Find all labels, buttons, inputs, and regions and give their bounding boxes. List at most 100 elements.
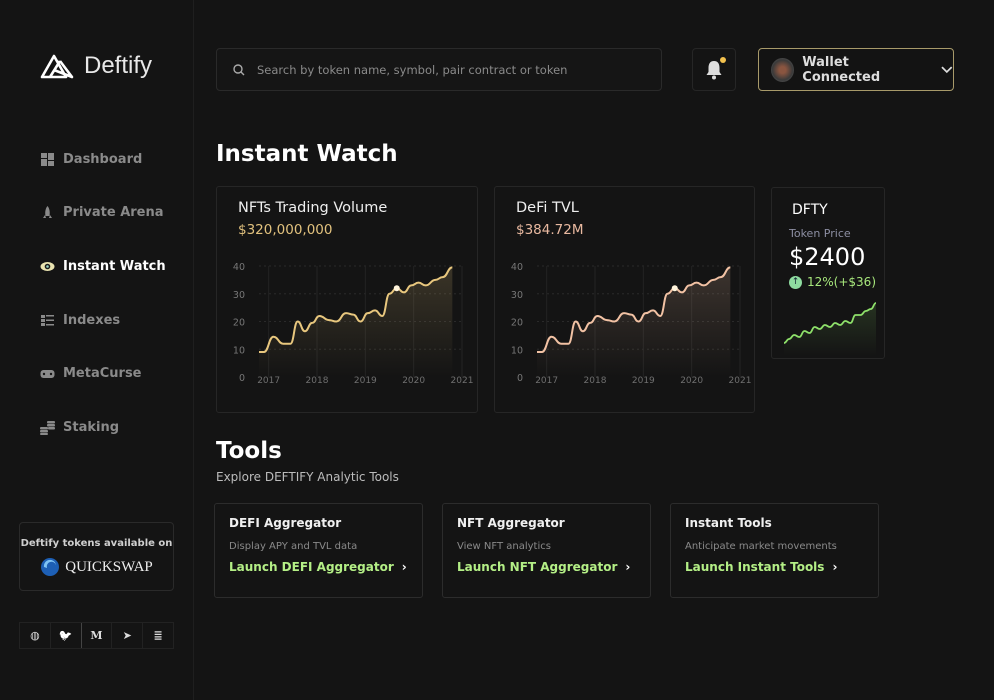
search-input[interactable]	[257, 62, 637, 77]
gamepad-icon	[40, 370, 55, 379]
x-tick-label: 2019	[632, 376, 655, 386]
sidebar-item-label: Dashboard	[63, 151, 143, 167]
tool-title: NFT Aggregator	[457, 516, 565, 530]
x-tick-label: 2017	[535, 376, 558, 386]
sidebar-item-label: MetaCurse	[63, 366, 142, 382]
area-fill	[259, 267, 453, 377]
chevron-right-icon: ›	[832, 560, 838, 574]
tool-title: Instant Tools	[685, 516, 772, 530]
y-tick-label: 0	[517, 373, 523, 384]
token-price-label: Token Price	[789, 227, 851, 240]
telegram-icon[interactable]: ➤	[112, 623, 144, 648]
y-tick-label: 20	[233, 318, 245, 329]
tool-title: DEFI Aggregator	[229, 516, 342, 530]
deftify-logo-icon	[40, 54, 74, 79]
wallet-label: Wallet Connected	[802, 54, 881, 85]
x-tick-label: 2017	[257, 376, 280, 386]
promo-text: Deftify tokens available on	[20, 538, 173, 549]
avatar	[771, 57, 795, 82]
x-tick-label: 2020	[680, 376, 703, 386]
sidebar-item-label: Indexes	[63, 312, 121, 328]
card-value: $320,000,000	[238, 222, 333, 238]
sidebar-item-label: Instant Watch	[63, 258, 166, 274]
tool-desc: Anticipate market movements	[685, 541, 837, 552]
nft-volume-card: NFTs Trading Volume $320,000,000 0 10 20 30…	[216, 186, 478, 413]
y-tick-label: 30	[233, 290, 245, 301]
sparkline-line	[783, 302, 877, 344]
tool-desc: Display APY and TVL data	[229, 541, 358, 552]
medium-icon[interactable]: M	[82, 623, 113, 648]
sidebar-item-instant-watch[interactable]: Instant Watch	[40, 257, 166, 275]
grid-icon	[41, 152, 54, 166]
y-tick-label: 40	[511, 262, 523, 273]
notification-dot	[720, 57, 726, 63]
brand-name: Deftify	[84, 52, 153, 79]
defi-tvl-card: DeFi TVL $384.72M 0 10 20 30 40 2017 2018 2019 2…	[494, 186, 755, 413]
series-line	[259, 266, 453, 354]
sidebar: Deftify Dashboard Private Arena Instant …	[0, 0, 194, 700]
search-bar[interactable]	[216, 48, 662, 91]
rocket-icon	[43, 206, 52, 219]
x-tick-label: 2020	[402, 376, 425, 386]
x-tick-label: 2021	[729, 376, 752, 386]
dfty-sparkline	[783, 302, 877, 356]
eye-icon	[40, 261, 55, 271]
y-tick-label: 0	[239, 373, 245, 384]
y-tick-label: 10	[511, 345, 523, 356]
card-title: NFTs Trading Volume	[238, 200, 388, 216]
card-value: $384.72M	[516, 222, 584, 238]
launch-instant-tools-link[interactable]: Launch Instant Tools ›	[685, 560, 864, 574]
chevron-right-icon: ›	[401, 560, 407, 574]
card-title: DeFi TVL	[516, 200, 579, 216]
tool-card-defi-aggregator: DEFI Aggregator Display APY and TVL data…	[214, 503, 423, 598]
sidebar-item-metacurse[interactable]: MetaCurse	[40, 365, 166, 383]
page-title: Instant Watch	[216, 141, 398, 167]
tool-card-nft-aggregator: NFT Aggregator View NFT analytics Launch…	[442, 503, 651, 598]
token-price: $2400	[789, 243, 866, 271]
docs-icon[interactable]: ≣	[153, 629, 163, 642]
sidebar-item-label: Staking	[63, 419, 120, 435]
area-fill	[537, 267, 731, 377]
sidebar-item-dashboard[interactable]: Dashboard	[40, 150, 166, 168]
y-tick-label: 10	[233, 345, 245, 356]
launch-nft-aggregator-link[interactable]: Launch NFT Aggregator ›	[457, 560, 636, 574]
sidebar-item-indexes[interactable]: Indexes	[40, 311, 166, 329]
dfty-price-card: DFTY Token Price $2400 ↑ 12%(+$36)	[771, 187, 885, 359]
globe-icon[interactable]: ◍	[20, 623, 51, 648]
x-tick-label: 2019	[354, 376, 377, 386]
list-icon	[41, 314, 54, 326]
area-fill	[784, 303, 876, 356]
arrow-up-icon: ↑	[789, 275, 802, 289]
chevron-down-icon	[941, 65, 953, 73]
nft-volume-chart: 0 10 20 30 40 2017 2018 2019 2020 2021	[233, 262, 474, 386]
x-tick-label: 2018	[584, 376, 607, 386]
search-icon	[233, 63, 245, 75]
link-label: Launch NFT Aggregator	[457, 560, 618, 574]
highlight-point	[671, 285, 678, 292]
tool-desc: View NFT analytics	[457, 541, 551, 552]
link-label: Launch DEFI Aggregator	[229, 560, 394, 574]
y-tick-label: 30	[511, 290, 523, 301]
sidebar-item-label: Private Arena	[63, 205, 164, 221]
tools-subtitle: Explore DEFTIFY Analytic Tools	[216, 470, 399, 484]
y-tick-label: 40	[233, 262, 245, 273]
twitter-icon[interactable]: 🐦	[51, 623, 82, 648]
y-tick-label: 20	[511, 318, 523, 329]
notifications-button[interactable]	[692, 48, 736, 91]
bell-icon	[706, 60, 722, 79]
x-tick-label: 2018	[306, 376, 329, 386]
wallet-button[interactable]: Wallet Connected	[758, 48, 954, 91]
price-change: ↑ 12%(+$36)	[789, 275, 876, 289]
x-tick-label: 2021	[451, 376, 474, 386]
sidebar-item-staking[interactable]: Staking	[40, 418, 166, 436]
partner-name: QUICKSWAP	[65, 558, 153, 575]
social-links: ◍ 🐦 M ➤ ≣	[19, 622, 174, 649]
highlight-point	[393, 285, 400, 292]
sidebar-item-private-arena[interactable]: Private Arena	[40, 204, 166, 222]
tools-title: Tools	[216, 438, 282, 464]
logo[interactable]: Deftify	[40, 52, 152, 80]
launch-defi-aggregator-link[interactable]: Launch DEFI Aggregator ›	[229, 560, 408, 574]
defi-tvl-chart: 0 10 20 30 40 2017 2018 2019 2020 2021	[511, 262, 752, 386]
tool-card-instant-tools: Instant Tools Anticipate market movement…	[670, 503, 879, 598]
quickswap-promo[interactable]: Deftify tokens available on QUICKSWAP	[19, 522, 174, 591]
